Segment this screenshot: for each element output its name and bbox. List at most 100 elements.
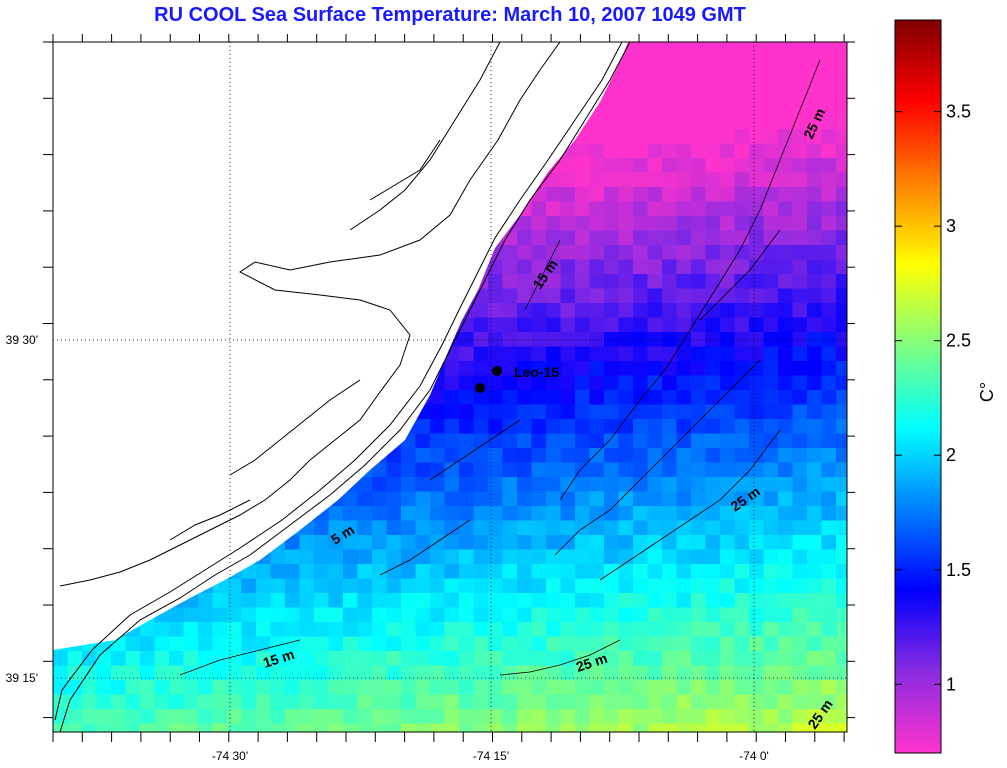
sst-cell [488,375,504,391]
sst-cell [720,245,736,261]
sst-cell [212,665,228,681]
sst-cell [705,564,721,580]
sst-cell [836,346,847,362]
sst-cell [676,42,692,58]
sst-cell [836,42,847,58]
sst-cell [386,520,402,536]
sst-cell [459,593,475,609]
sst-cell [241,680,257,696]
sst-cell [734,593,750,609]
sst-cell [589,593,605,609]
sst-cell [531,593,547,609]
sst-cell [705,129,721,145]
sst-cell [691,578,707,594]
sst-cell [575,477,591,493]
sst-cell [618,578,634,594]
sst-cell [821,390,837,406]
sst-cell [502,665,518,681]
sst-cell [343,535,359,551]
sst-cell [792,245,808,261]
sst-cell [763,216,779,232]
sst-cell [821,665,837,681]
sst-cell [662,274,678,290]
sst-cell [241,651,257,667]
sst-cell [270,680,286,696]
sst-cell [546,636,562,652]
sst-cell [633,346,649,362]
sst-cell [589,622,605,638]
sst-cell [517,404,533,420]
sst-cell [720,56,736,72]
sst-cell [430,549,446,565]
sst-cell [256,651,272,667]
sst-cell [618,520,634,536]
sst-cell [778,419,794,435]
sst-cell [647,114,663,130]
sst-cell [560,665,576,681]
sst-cell [647,259,663,275]
sst-cell [705,709,721,725]
sst-cell [546,375,562,391]
sst-cell [604,274,620,290]
sst-cell [488,477,504,493]
sst-cell [183,694,199,710]
sst-cell [763,491,779,507]
sst-cell [821,404,837,420]
sst-cell [763,636,779,652]
sst-cell [836,187,847,203]
sst-cell [401,506,417,522]
sst-cell [372,636,388,652]
sst-cell [662,578,678,594]
sst-cell [705,491,721,507]
sst-cell [386,564,402,580]
sst-cell [560,419,576,435]
sst-cell [647,665,663,681]
sst-cell [676,390,692,406]
sst-cell [299,694,315,710]
sst-cell [836,419,847,435]
sst-cell [357,665,373,681]
sst-cell [676,375,692,391]
sst-cell [705,506,721,522]
sst-cell [415,477,431,493]
sst-cell [836,100,847,116]
sst-cell [589,578,605,594]
sst-cell [314,520,330,536]
sst-cell [720,361,736,377]
sst-cell [430,404,446,420]
sst-cell [183,622,199,638]
sst-cell [256,665,272,681]
sst-cell [836,578,847,594]
sst-cell [459,491,475,507]
sst-cell [546,230,562,246]
sst-cell [749,622,765,638]
sst-cell [633,448,649,464]
sst-cell [531,607,547,623]
sst-cell [647,535,663,551]
sst-cell [488,549,504,565]
sst-cell [821,158,837,174]
sst-cell [517,419,533,435]
sst-cell [734,303,750,319]
sst-cell [430,694,446,710]
sst-cell [589,114,605,130]
sst-cell [473,390,489,406]
sst-cell [270,723,286,732]
sst-cell [575,317,591,333]
sst-cell [575,158,591,174]
sst-cell [720,85,736,101]
sst-cell [763,404,779,420]
sst-cell [502,259,518,275]
sst-cell [676,201,692,217]
sst-cell [618,216,634,232]
sst-cell [111,694,127,710]
sst-cell [720,665,736,681]
sst-cell [183,709,199,725]
sst-cell [691,245,707,261]
sst-cell [807,317,823,333]
sst-cell [546,520,562,536]
sst-cell [749,607,765,623]
sst-cell [415,636,431,652]
sst-cell [792,332,808,348]
sst-cell [270,709,286,725]
